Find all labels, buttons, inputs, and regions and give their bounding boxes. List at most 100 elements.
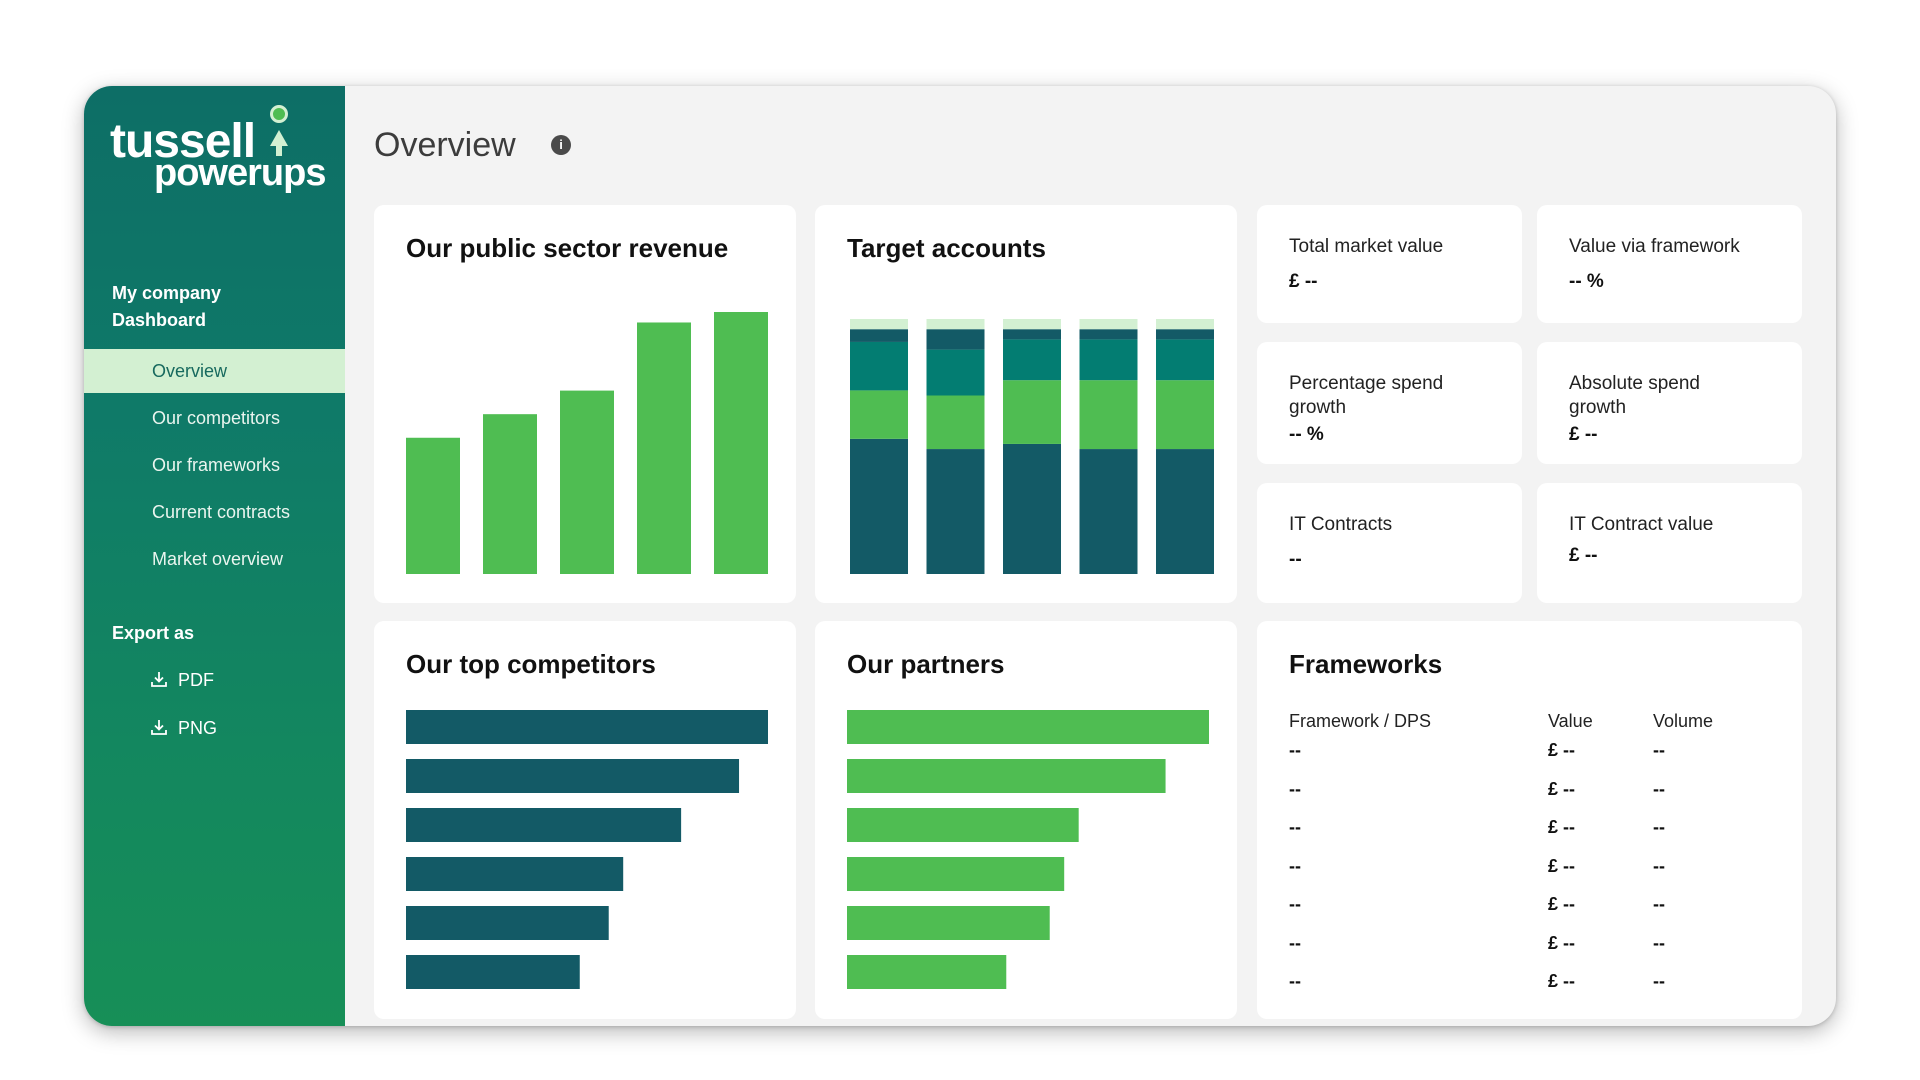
target-accounts-bar-segment-3 <box>850 341 908 391</box>
framework-name-cell: -- <box>1289 740 1301 760</box>
stat-card-percentage-spend-growth: Percentage spend growth -- % <box>1257 342 1522 464</box>
sidebar-heading: My company Dashboard <box>112 283 222 330</box>
target-accounts-bar-segment-2 <box>1079 380 1138 450</box>
revenue-card: Our public sector revenue <box>374 205 796 603</box>
partner-bar <box>847 906 1050 940</box>
target-accounts-bar-segment-5 <box>926 319 985 330</box>
framework-value-cell: £ -- <box>1548 778 1575 799</box>
framework-name-cell: -- <box>1289 778 1301 799</box>
top-competitors-card: Our top competitors <box>374 621 796 1019</box>
partners-bar-chart <box>847 710 1209 989</box>
export-pdf-button[interactable]: PDF <box>150 662 214 698</box>
target-accounts-bar-segment-4 <box>1079 329 1138 340</box>
partner-bar <box>847 710 1209 744</box>
sidebar-item-our-competitors[interactable]: Our competitors <box>152 408 281 428</box>
target-accounts-bar-segment-1 <box>1079 449 1138 574</box>
download-icon <box>151 720 167 736</box>
stat-label: Value via framework <box>1569 236 1740 257</box>
target-accounts-bar-segment-5 <box>850 319 908 330</box>
sidebar-item-overview[interactable]: Overview <box>84 349 345 393</box>
partner-bar <box>847 955 1007 989</box>
frameworks-header-volume: Volume <box>1653 711 1714 731</box>
partner-bar <box>847 759 1166 793</box>
target-accounts-bar-segment-4 <box>926 329 985 350</box>
partners-card-title: Our partners <box>847 649 1005 679</box>
revenue-bar <box>483 414 537 574</box>
target-accounts-bar-segment-2 <box>926 395 985 450</box>
framework-name-cell: -- <box>1289 932 1301 953</box>
logo-line-2: powerups <box>154 152 326 194</box>
framework-value-cell: £ -- <box>1548 971 1575 991</box>
stat-value: -- <box>1289 549 1302 570</box>
framework-volume-cell: -- <box>1653 971 1665 991</box>
target-accounts-bar-segment-2 <box>1003 380 1061 444</box>
target-accounts-stacked-chart <box>850 319 1214 574</box>
stat-card-total-market-value: Total market value £ -- <box>1257 205 1522 323</box>
top-competitors-card-title: Our top competitors <box>406 649 656 679</box>
stat-card-it-contract-value: IT Contract value £ -- <box>1537 483 1802 603</box>
frameworks-card-title: Frameworks <box>1289 649 1443 679</box>
target-accounts-bar-segment-1 <box>1003 443 1061 574</box>
target-accounts-card: Target accounts <box>815 205 1237 603</box>
revenue-bar <box>714 312 768 574</box>
framework-name-cell: -- <box>1289 971 1301 991</box>
stat-label: IT Contracts <box>1289 514 1393 535</box>
target-accounts-bar-segment-1 <box>850 438 908 574</box>
target-accounts-bar-segment-1 <box>1156 449 1214 574</box>
stat-card-absolute-spend-growth: Absolute spend growth £ -- <box>1537 342 1802 464</box>
sidebar-item-our-frameworks[interactable]: Our frameworks <box>152 455 281 475</box>
partner-bar <box>847 857 1065 891</box>
target-accounts-bar-segment-3 <box>1079 339 1138 381</box>
revenue-bar <box>406 437 460 574</box>
partners-card: Our partners <box>815 621 1237 1019</box>
target-accounts-bar-segment-4 <box>850 329 908 342</box>
stat-label: Total market value <box>1289 236 1444 257</box>
framework-volume-cell: -- <box>1653 817 1665 837</box>
framework-value-cell: £ -- <box>1548 855 1575 876</box>
competitor-bar <box>406 955 580 989</box>
stat-value: £ -- <box>1289 271 1318 292</box>
competitor-bar <box>406 759 740 793</box>
frameworks-header-value: Value <box>1548 711 1593 731</box>
framework-volume-cell: -- <box>1653 855 1665 876</box>
stat-label: Percentage spend growth <box>1289 373 1444 418</box>
framework-value-cell: £ -- <box>1548 817 1575 837</box>
framework-value-cell: £ -- <box>1548 894 1575 914</box>
stat-value: £ -- <box>1569 545 1598 566</box>
sidebar: tussell powerups My company Dashboard Ov… <box>84 86 345 1026</box>
export-png-label: PNG <box>178 718 218 738</box>
target-accounts-bar-segment-3 <box>1003 339 1061 381</box>
dashboard-window: tussell powerups My company Dashboard Ov… <box>84 86 1836 1026</box>
target-accounts-bar-segment-1 <box>926 449 985 574</box>
page-title: Overview <box>374 126 516 164</box>
download-icon <box>151 672 167 688</box>
sidebar-item-current-contracts[interactable]: Current contracts <box>152 502 291 522</box>
framework-name-cell: -- <box>1289 855 1301 876</box>
sidebar-item-market-overview[interactable]: Market overview <box>152 549 284 569</box>
stat-label: IT Contract value <box>1569 514 1714 535</box>
target-accounts-bar-segment-3 <box>1156 339 1214 381</box>
frameworks-header-name: Framework / DPS <box>1289 711 1432 731</box>
export-pdf-label: PDF <box>178 670 214 690</box>
framework-volume-cell: -- <box>1653 778 1665 799</box>
framework-name-cell: -- <box>1289 817 1301 837</box>
top-competitors-bar-chart <box>406 710 768 989</box>
logo-line-1: tussell <box>110 115 256 168</box>
info-icon[interactable]: i <box>551 135 571 155</box>
competitor-bar <box>406 857 624 891</box>
target-accounts-card-title: Target accounts <box>847 233 1046 263</box>
framework-name-cell: -- <box>1289 894 1301 914</box>
target-accounts-bar-segment-5 <box>1079 319 1138 330</box>
stat-value: £ -- <box>1569 424 1598 445</box>
tussell-powerups-logo: tussell powerups <box>110 104 326 214</box>
stat-value: -- % <box>1569 271 1604 292</box>
stat-value: -- % <box>1289 424 1324 445</box>
stat-label: Absolute spend growth <box>1569 373 1700 418</box>
export-png-button[interactable]: PNG <box>150 710 217 746</box>
competitor-bar <box>406 906 609 940</box>
competitor-bar <box>406 808 682 842</box>
target-accounts-bar-segment-2 <box>850 390 908 439</box>
target-accounts-bar-segment-4 <box>1003 329 1061 340</box>
stat-card-value-via-framework: Value via framework -- % <box>1537 205 1802 323</box>
framework-volume-cell: -- <box>1653 894 1665 914</box>
